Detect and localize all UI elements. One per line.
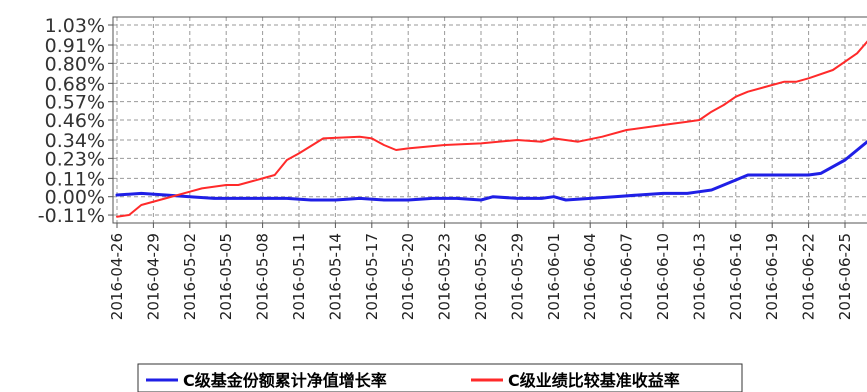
x-tick-label: 2016-06-22 (800, 233, 818, 320)
x-tick-label: 2016-06-25 (836, 233, 854, 320)
y-tick-label: 1.03% (45, 15, 105, 37)
x-tick-label: 2016-05-23 (436, 233, 454, 320)
series-line-benchmark (116, 40, 867, 218)
x-tick-label: 2016-05-14 (326, 233, 344, 320)
x-tick-label: 2016-05-08 (254, 233, 272, 320)
x-tick-label: 2016-05-17 (363, 233, 381, 320)
x-tick-label: 2016-05-05 (217, 233, 235, 320)
x-tick-label: 2016-05-02 (181, 233, 199, 320)
legend-box (137, 363, 743, 392)
x-tick-label: 2016-04-29 (144, 233, 162, 320)
grid-lines (113, 17, 867, 223)
plot-area-frame (112, 16, 867, 224)
y-tick-label: 0.00% (45, 187, 105, 209)
y-tick-label: 0.11% (45, 168, 105, 190)
x-tick-label: 2016-06-10 (654, 233, 672, 320)
legend-label-benchmark: C级业绩比较基准收益率 (508, 371, 680, 390)
x-tick-label: 2016-06-13 (690, 233, 708, 320)
y-tick-label: -0.11% (38, 205, 105, 227)
legend: C级基金份额累计净值增长率 C级业绩比较基准收益率 (137, 363, 743, 392)
y-tick-label: 0.91% (45, 35, 105, 57)
y-tick-label: 0.57% (45, 92, 105, 114)
series-line-fund (115, 139, 867, 202)
x-tick-label: 2016-04-26 (108, 233, 126, 320)
legend-label-fund: C级基金份额累计净值增长率 (183, 371, 387, 390)
x-tick-label: 2016-05-29 (508, 233, 526, 320)
x-axis-ticks: 2016-04-26 2016-04-29 2016-05-02 2016-05-05… (108, 223, 854, 320)
x-tick-label: 2016-05-20 (399, 233, 417, 320)
y-tick-label: 0.46% (45, 110, 105, 132)
y-tick-label: 0.68% (45, 73, 105, 95)
x-tick-label: 2016-06-16 (727, 233, 745, 320)
x-tick-label: 2016-06-07 (618, 233, 636, 320)
x-tick-label: 2016-06-01 (545, 233, 563, 320)
y-tick-label: 0.23% (45, 148, 105, 170)
x-tick-label: 2016-05-26 (472, 233, 490, 320)
y-tick-label: 0.34% (45, 130, 105, 152)
x-tick-label: 2016-05-11 (290, 233, 308, 320)
x-tick-label: 2016-06-19 (763, 233, 781, 320)
x-tick-label: 2016-06-04 (581, 233, 599, 320)
y-tick-label: 0.80% (45, 53, 105, 75)
series-lines (115, 40, 867, 218)
y-axis-ticks: 1.03%0.91%0.80%0.68%0.57%0.46%0.34%0.23%… (38, 15, 113, 227)
